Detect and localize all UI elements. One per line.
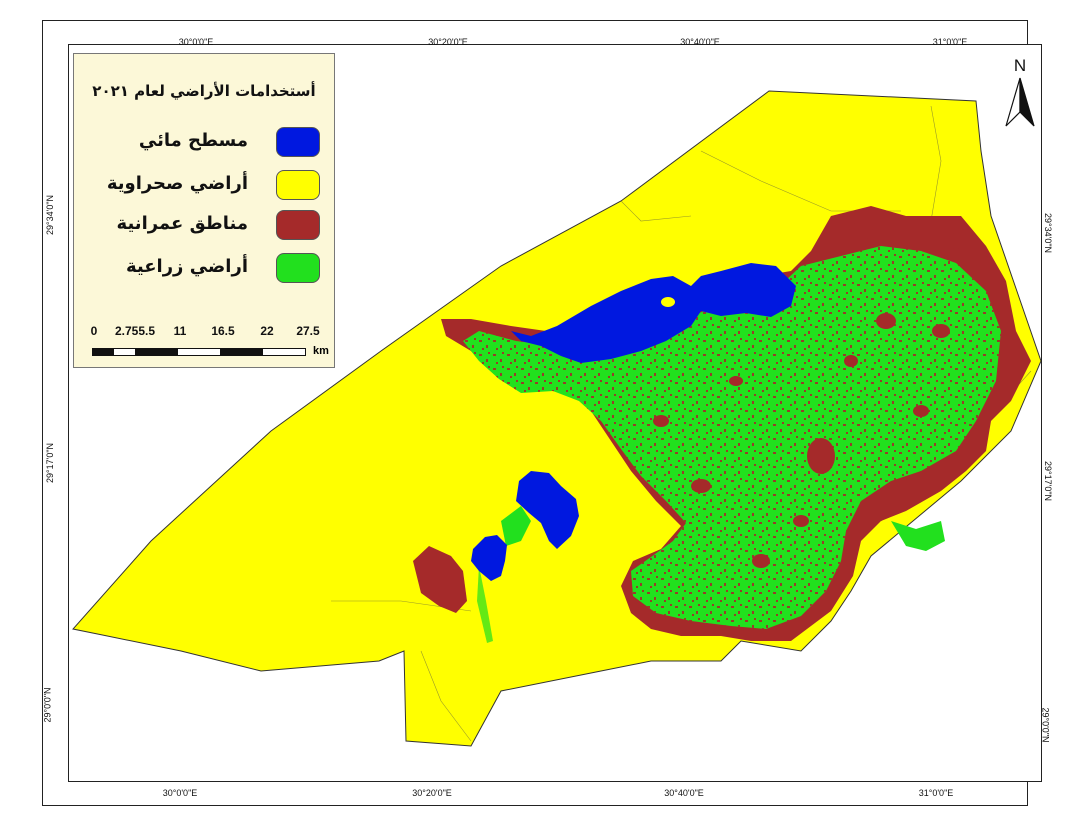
north-arrow-icon xyxy=(1005,77,1035,127)
west-settlement xyxy=(413,546,467,613)
coord-top-3: 30°40'0"E xyxy=(680,37,720,47)
scale-seg xyxy=(114,349,136,355)
north-arrow: N xyxy=(1000,56,1040,132)
coord-left-1: 29°34'0"N xyxy=(45,194,56,236)
rayan-lower-lake xyxy=(471,535,507,581)
coord-top-4: 31°0'0"E xyxy=(932,37,968,47)
legend-label-desert: أراضي صحراوية xyxy=(106,173,248,194)
scale-label-0: 0 xyxy=(90,324,98,338)
lake-qarun xyxy=(511,263,796,363)
wadi-agri xyxy=(477,566,493,643)
lake-island xyxy=(661,297,675,307)
coord-left-2: 29°17'0"N xyxy=(45,442,56,484)
legend-label-agriculture: أراضي زراعية xyxy=(125,256,248,277)
scale-seg xyxy=(177,349,221,355)
coord-left-3: 29°0'0"N xyxy=(42,687,53,723)
scale-unit: km xyxy=(313,345,329,357)
north-letter: N xyxy=(1013,56,1027,75)
scale-bar xyxy=(92,348,306,356)
coord-top-1: 30°0'0"E xyxy=(178,37,214,47)
coord-right-2: 29°17'0"N xyxy=(1043,460,1054,502)
scale-seg xyxy=(93,349,115,355)
legend-label-water: مسطح مائي xyxy=(138,130,248,151)
legend-panel: أستخدامات الأراضي لعام ٢٠٢١ مسطح مائي أر… xyxy=(73,53,335,368)
agriculture-tongue xyxy=(891,521,945,551)
scale-seg xyxy=(262,349,305,355)
coord-right-1: 29°34'0"N xyxy=(1043,212,1054,254)
legend-item-agriculture: أراضي زراعية xyxy=(84,252,326,286)
urban-towns xyxy=(653,222,966,568)
legend-label-urban: مناطق عمرانية xyxy=(116,213,248,234)
scale-label-5: 27.5 xyxy=(296,324,320,338)
legend-swatch-desert xyxy=(276,170,320,200)
coord-bottom-4: 31°0'0"E xyxy=(918,788,954,798)
coord-right-3: 29°0'0"N xyxy=(1040,707,1051,743)
legend-swatch-agriculture xyxy=(276,253,320,283)
scale-labels: 0 2.755.5 11 16.5 22 27.5 xyxy=(90,324,332,340)
legend-swatch-urban xyxy=(276,210,320,240)
legend-title: أستخدامات الأراضي لعام ٢٠٢١ xyxy=(92,82,316,100)
scale-seg xyxy=(220,349,263,355)
map-canvas xyxy=(72,90,1041,747)
west-agri-strip xyxy=(501,506,531,546)
map-frame xyxy=(68,44,1042,782)
coord-top-2: 30°20'0"E xyxy=(428,37,468,47)
legend-item-water: مسطح مائي xyxy=(84,126,326,160)
legend-item-urban: مناطق عمرانية xyxy=(84,209,326,243)
coord-bottom-2: 30°20'0"E xyxy=(412,788,452,798)
scale-label-2: 11 xyxy=(173,324,187,338)
scale-seg xyxy=(135,349,178,355)
scale-label-1: 2.755.5 xyxy=(114,324,156,338)
legend-item-desert: أراضي صحراوية xyxy=(84,169,326,203)
coord-bottom-3: 30°40'0"E xyxy=(664,788,704,798)
coord-bottom-1: 30°0'0"E xyxy=(162,788,198,798)
rayan-upper-lake xyxy=(516,471,579,549)
scale-label-4: 22 xyxy=(260,324,274,338)
legend-swatch-water xyxy=(276,127,320,157)
scale-label-3: 16.5 xyxy=(211,324,235,338)
